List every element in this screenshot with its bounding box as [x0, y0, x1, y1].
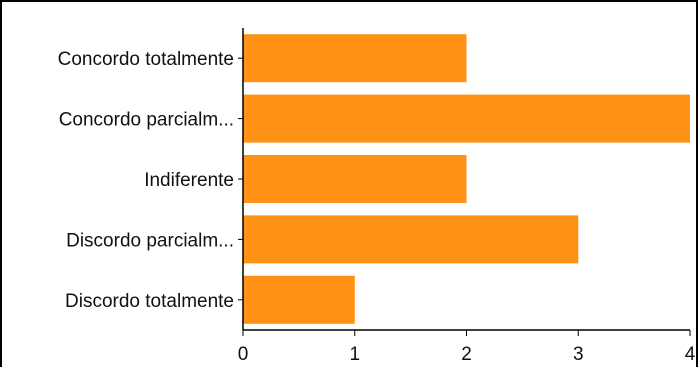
x-tick-label: 3: [573, 344, 584, 365]
x-tick-label: 2: [461, 344, 472, 365]
x-tick-label: 0: [238, 344, 249, 365]
category-label: Discordo parcialm...: [66, 230, 234, 251]
bar: [243, 34, 467, 83]
category-label: Discordo totalmente: [65, 291, 234, 312]
bar: [243, 215, 579, 264]
bar: [243, 94, 690, 143]
category-label: Concordo parcialm...: [59, 110, 234, 131]
x-tick-label: 1: [349, 344, 360, 365]
category-label: Indiferente: [144, 170, 234, 191]
x-tick-label: 4: [685, 344, 696, 365]
category-label: Concordo totalmente: [58, 49, 234, 70]
bar: [243, 155, 467, 203]
bar: [243, 275, 355, 324]
